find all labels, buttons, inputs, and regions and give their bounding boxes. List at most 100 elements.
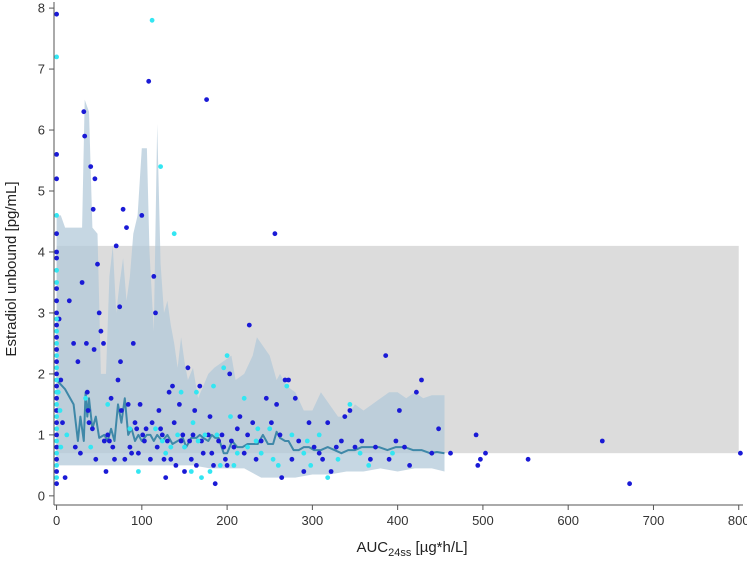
y-tick-label: 3 bbox=[38, 305, 45, 320]
data-point-light bbox=[304, 438, 310, 444]
data-point-light bbox=[163, 450, 169, 456]
data-point-dark bbox=[397, 408, 402, 413]
data-point-light bbox=[54, 414, 59, 419]
data-point-dark bbox=[84, 341, 89, 346]
data-point-dark bbox=[54, 286, 59, 291]
data-point-dark bbox=[54, 395, 59, 401]
data-point-light bbox=[199, 475, 204, 480]
data-point-dark bbox=[429, 450, 435, 456]
data-point-dark bbox=[107, 438, 112, 444]
data-point-light bbox=[54, 438, 59, 444]
data-point-dark bbox=[282, 377, 288, 383]
data-point-dark bbox=[92, 176, 98, 182]
data-point-dark bbox=[216, 438, 222, 444]
data-point-dark bbox=[414, 389, 419, 395]
data-point-dark bbox=[253, 456, 259, 462]
data-point-light bbox=[241, 395, 247, 401]
data-point-dark bbox=[245, 432, 251, 438]
data-point-dark bbox=[277, 432, 283, 438]
x-tick-label: 0 bbox=[53, 513, 60, 528]
data-point-dark bbox=[192, 408, 198, 413]
data-point-dark bbox=[130, 341, 136, 346]
data-point-dark bbox=[188, 456, 194, 462]
data-point-dark bbox=[163, 475, 169, 480]
data-point-dark bbox=[599, 438, 605, 444]
data-point-dark bbox=[112, 456, 117, 462]
data-point-light bbox=[357, 450, 363, 456]
data-point-dark bbox=[82, 133, 88, 139]
data-point-light bbox=[390, 450, 395, 456]
data-point-light bbox=[221, 365, 227, 371]
data-point-light bbox=[127, 426, 133, 432]
data-point-dark bbox=[54, 347, 59, 352]
data-point-dark bbox=[212, 481, 218, 487]
data-point-dark bbox=[180, 432, 186, 438]
data-point-dark bbox=[75, 359, 81, 365]
data-point-light bbox=[284, 383, 290, 389]
data-point-light bbox=[64, 432, 70, 438]
data-point-dark bbox=[154, 444, 160, 450]
data-point-light bbox=[188, 469, 194, 474]
data-point-dark bbox=[263, 395, 269, 401]
data-point-dark bbox=[383, 353, 389, 358]
data-point-dark bbox=[90, 206, 96, 212]
axes-layer bbox=[53, 2, 743, 506]
data-point-dark bbox=[316, 450, 322, 456]
data-point-light bbox=[55, 389, 61, 395]
data-point-light bbox=[253, 438, 259, 444]
data-point-dark bbox=[96, 310, 102, 316]
data-point-dark bbox=[71, 341, 76, 346]
data-point-dark bbox=[250, 420, 256, 426]
data-point-dark bbox=[54, 310, 59, 316]
data-point-dark bbox=[119, 408, 124, 413]
data-point-dark bbox=[301, 469, 307, 474]
data-point-dark bbox=[113, 243, 119, 249]
y-tick-label: 0 bbox=[38, 488, 45, 503]
data-point-dark bbox=[148, 456, 153, 462]
data-point-dark bbox=[246, 322, 252, 328]
x-tick-label: 400 bbox=[387, 513, 409, 528]
data-point-light bbox=[316, 432, 322, 438]
data-point-dark bbox=[419, 377, 424, 383]
data-point-light bbox=[58, 444, 64, 450]
data-point-dark bbox=[211, 463, 216, 468]
data-point-dark bbox=[279, 475, 285, 480]
data-point-dark bbox=[328, 469, 334, 474]
data-point-dark bbox=[221, 444, 227, 450]
data-point-dark bbox=[368, 456, 373, 462]
data-point-dark bbox=[84, 389, 90, 395]
data-point-light bbox=[301, 450, 307, 456]
data-point-dark bbox=[79, 280, 85, 285]
data-point-dark bbox=[143, 426, 149, 432]
data-point-dark bbox=[139, 213, 145, 218]
data-point-dark bbox=[347, 408, 353, 413]
data-point-dark bbox=[483, 450, 488, 456]
data-point-dark bbox=[185, 365, 191, 371]
data-point-dark bbox=[219, 432, 225, 438]
data-point-light bbox=[190, 420, 196, 426]
data-point-light bbox=[54, 365, 59, 371]
data-point-dark bbox=[478, 456, 483, 462]
data-point-dark bbox=[161, 456, 167, 462]
data-point-light bbox=[258, 450, 264, 456]
data-point-light bbox=[158, 164, 164, 170]
data-point-dark bbox=[142, 438, 147, 444]
data-point-light bbox=[335, 456, 341, 462]
x-axis-title: AUC24ss [µg*h/L] bbox=[356, 539, 467, 559]
data-point-dark bbox=[292, 395, 298, 401]
x-axis-ticks: 0 100 200 300 400 500 600 700 800 bbox=[53, 505, 747, 528]
data-point-dark bbox=[93, 456, 99, 462]
y-tick-label: 5 bbox=[38, 184, 45, 199]
data-point-dark bbox=[60, 420, 65, 426]
data-point-dark bbox=[199, 438, 204, 444]
data-point-dark bbox=[402, 444, 407, 450]
data-point-dark bbox=[473, 432, 479, 438]
data-point-light bbox=[83, 395, 88, 401]
data-point-dark bbox=[54, 231, 59, 237]
x-tick-label: 200 bbox=[216, 513, 238, 528]
data-point-light bbox=[153, 426, 158, 432]
data-point-dark bbox=[54, 249, 59, 255]
data-point-dark bbox=[286, 377, 291, 383]
data-point-dark bbox=[525, 456, 531, 462]
